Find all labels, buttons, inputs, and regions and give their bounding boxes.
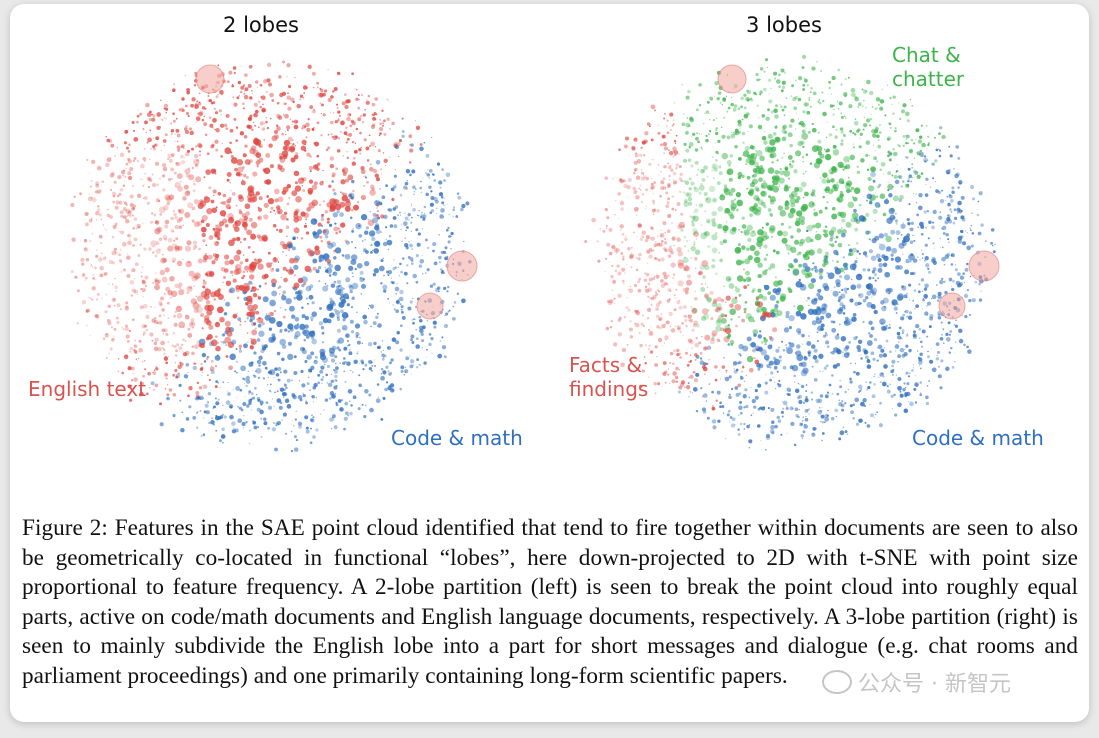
scatter-plot-3-lobes: [584, 54, 1000, 451]
left-cloud-highlight-2: [416, 292, 444, 320]
left-cloud-highlight-1: [446, 250, 478, 282]
right-cloud-highlight-0: [717, 64, 747, 94]
left-cloud-points: [70, 60, 472, 453]
panel-title-3-lobes: 3 lobes: [746, 13, 822, 37]
label-code-math-right: Code & math: [912, 426, 1044, 450]
right-cloud-highlight-1: [968, 250, 1000, 282]
scatter-plot-2-lobes: [70, 60, 478, 453]
label-english-text: English text: [28, 377, 147, 401]
panel-title-2-lobes: 2 lobes: [223, 13, 299, 37]
wechat-icon: [822, 670, 852, 694]
right-cloud-highlight-2: [938, 292, 966, 320]
label-code-math-left: Code & math: [391, 426, 523, 450]
figure-card: 2 lobes 3 lobes English text Code & math…: [10, 4, 1089, 722]
left-cloud-highlight-0: [195, 64, 225, 94]
figure-caption: Figure 2: Features in the SAE point clou…: [22, 515, 1078, 689]
watermark-text: 公众号 · 新智元: [858, 672, 1011, 697]
label-facts-findings: Facts & findings: [569, 353, 649, 401]
label-chat-chatter: Chat & chatter: [892, 43, 965, 91]
watermark: 公众号 · 新智元: [822, 666, 1011, 698]
right-cloud-points: [584, 54, 996, 451]
